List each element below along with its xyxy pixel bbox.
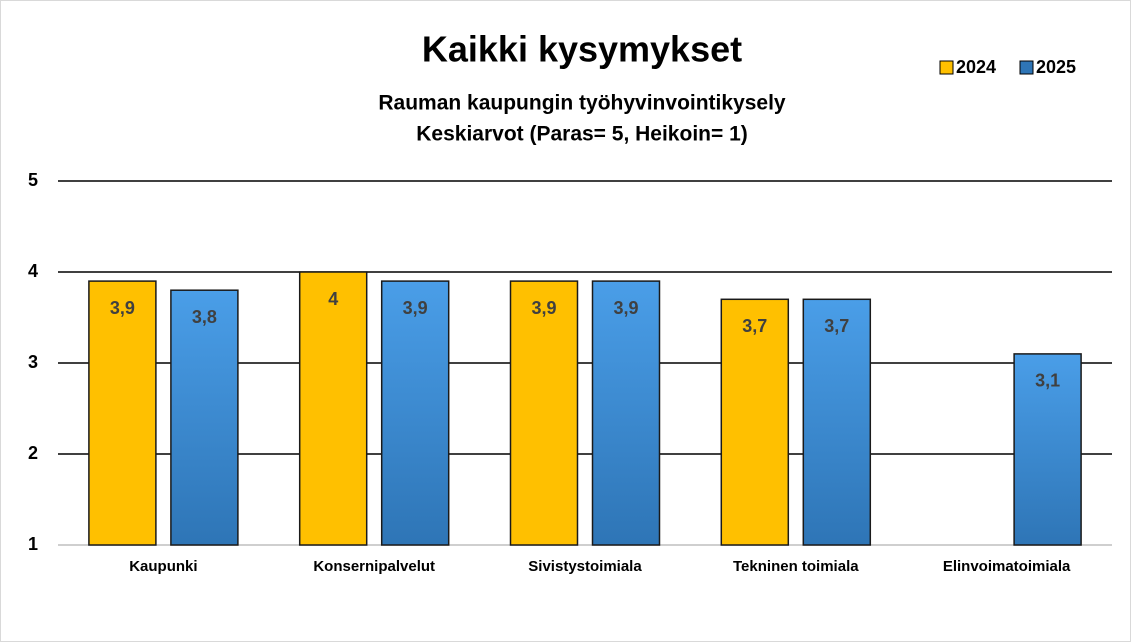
y-tick-label: 2	[28, 443, 38, 463]
bar	[88, 280, 157, 546]
chart-subtitle: Rauman kaupungin työhyvinvointikysely	[378, 92, 786, 115]
data-label: 3,7	[742, 316, 767, 336]
x-tick-label: Konsernipalvelut	[313, 558, 435, 575]
bar	[720, 298, 790, 546]
bar	[1013, 353, 1082, 546]
legend-swatch	[1019, 60, 1034, 75]
bar	[298, 271, 368, 546]
chart-title: Kaikki kysymykset	[422, 29, 742, 70]
y-tick-label: 5	[28, 170, 38, 190]
bar	[591, 280, 661, 546]
y-tick-label: 3	[28, 352, 38, 372]
y-tick-label: 4	[28, 261, 38, 281]
x-tick-label: Sivistystoimiala	[528, 558, 642, 575]
data-label: 4	[328, 289, 338, 309]
x-tick-label: Elinvoimatoimiala	[943, 558, 1071, 575]
data-label: 3,9	[613, 298, 638, 318]
data-label: 3,8	[192, 307, 217, 327]
legend-swatch	[939, 60, 954, 75]
legend-label: 2024	[956, 57, 996, 77]
legend-label: 2025	[1036, 57, 1076, 77]
chart-subtitle: Keskiarvot (Paras= 5, Heikoin= 1)	[416, 123, 748, 146]
data-label: 3,9	[531, 298, 556, 318]
bar	[380, 280, 450, 546]
y-tick-label: 1	[28, 534, 38, 554]
bar	[170, 289, 239, 546]
x-tick-label: Tekninen toimiala	[733, 558, 859, 575]
x-tick-label: Kaupunki	[129, 558, 197, 575]
data-label: 3,1	[1035, 371, 1060, 391]
bar	[802, 298, 872, 546]
data-label: 3,7	[824, 316, 849, 336]
data-label: 3,9	[403, 298, 428, 318]
bar	[509, 280, 579, 546]
data-label: 3,9	[110, 298, 135, 318]
